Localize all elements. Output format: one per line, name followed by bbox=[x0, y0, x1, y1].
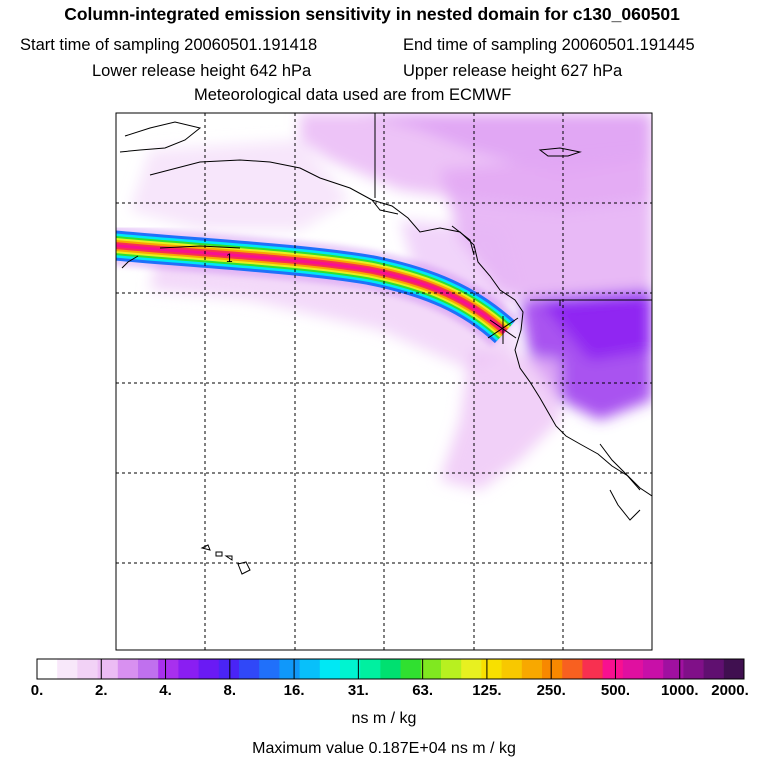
colorbar-swatch bbox=[663, 659, 684, 679]
colorbar-swatch bbox=[643, 659, 664, 679]
colorbar-swatch bbox=[57, 659, 78, 679]
colorbar-swatch bbox=[340, 659, 361, 679]
colorbar-swatch bbox=[542, 659, 563, 679]
colorbar-swatch bbox=[198, 659, 220, 679]
start-time-label: Start time of sampling 20060501.191418 bbox=[20, 36, 318, 54]
met-data-label: Meteorological data used are from ECMWF bbox=[194, 86, 512, 104]
colorbar-tick-label: 0. bbox=[30, 682, 44, 699]
colorbar-tick-label: 2. bbox=[95, 682, 108, 699]
colorbar-tick-label: 4. bbox=[159, 682, 172, 699]
colorbar-swatch bbox=[239, 659, 260, 679]
colorbar-swatch bbox=[723, 659, 745, 679]
colorbar-tick-label: 16. bbox=[283, 682, 305, 699]
colorbar-swatch bbox=[37, 659, 58, 679]
plume-label: 1 bbox=[226, 251, 233, 265]
colorbar-tick-label: 8. bbox=[223, 682, 237, 699]
colorbar-swatch bbox=[360, 659, 381, 679]
colorbar-swatch bbox=[138, 659, 159, 679]
colorbar-tick-label: 250. bbox=[536, 682, 566, 699]
colorbar-swatch bbox=[501, 659, 523, 679]
colorbar-tick-label: 1000. bbox=[660, 682, 699, 699]
colorbar-swatch bbox=[521, 659, 543, 679]
colorbar-swatch bbox=[158, 659, 179, 679]
colorbar-swatch bbox=[703, 659, 725, 679]
map-area: 1 bbox=[116, 113, 652, 650]
colorbar-frame bbox=[36, 658, 745, 680]
sensitivity-field bbox=[130, 113, 652, 490]
colorbar-swatch bbox=[420, 659, 442, 679]
colorbar-swatch bbox=[481, 659, 503, 679]
colorbar-swatch bbox=[683, 659, 705, 679]
colorbar-swatch bbox=[562, 659, 583, 679]
colorbar-swatch bbox=[319, 659, 341, 679]
colorbar-swatch bbox=[178, 659, 200, 679]
colorbar-swatch bbox=[380, 659, 402, 679]
graticule bbox=[116, 113, 652, 650]
plume-trajectory bbox=[116, 225, 519, 347]
colorbar-tick-label: 63. bbox=[412, 682, 434, 699]
upper-release-label: Upper release height 627 hPa bbox=[403, 62, 623, 80]
colorbar-swatch bbox=[299, 659, 321, 679]
colorbar-swatch bbox=[441, 659, 462, 679]
max-value-label: Maximum value 0.187E+04 ns m / kg bbox=[252, 740, 516, 757]
colorbar-swatch bbox=[582, 659, 604, 679]
colorbar-swatch bbox=[77, 659, 99, 679]
colorbar-tick-label: 2000. bbox=[711, 682, 749, 699]
colorbar-swatch bbox=[279, 659, 301, 679]
coastlines bbox=[119, 113, 652, 575]
plot-title: Column-integrated emission sensitivity i… bbox=[64, 4, 680, 24]
colorbar-tick-label: 31. bbox=[347, 682, 369, 699]
colorbar-swatch bbox=[400, 659, 422, 679]
colorbar bbox=[36, 658, 745, 680]
colorbar-swatch bbox=[218, 659, 240, 679]
colorbar-unit-label: ns m / kg bbox=[351, 710, 417, 727]
colorbar-swatch bbox=[117, 659, 139, 679]
colorbar-tick-label: 500. bbox=[600, 682, 631, 699]
colorbar-swatch bbox=[259, 659, 280, 679]
colorbar-swatch bbox=[622, 659, 644, 679]
map-frame bbox=[115, 112, 653, 651]
colorbar-swatch bbox=[97, 659, 119, 679]
colorbar-swatch bbox=[461, 659, 482, 679]
colorbar-tick-label: 125. bbox=[472, 682, 502, 699]
end-time-label: End time of sampling 20060501.191445 bbox=[403, 36, 695, 54]
lower-release-label: Lower release height 642 hPa bbox=[92, 62, 312, 80]
colorbar-swatch bbox=[602, 659, 624, 679]
